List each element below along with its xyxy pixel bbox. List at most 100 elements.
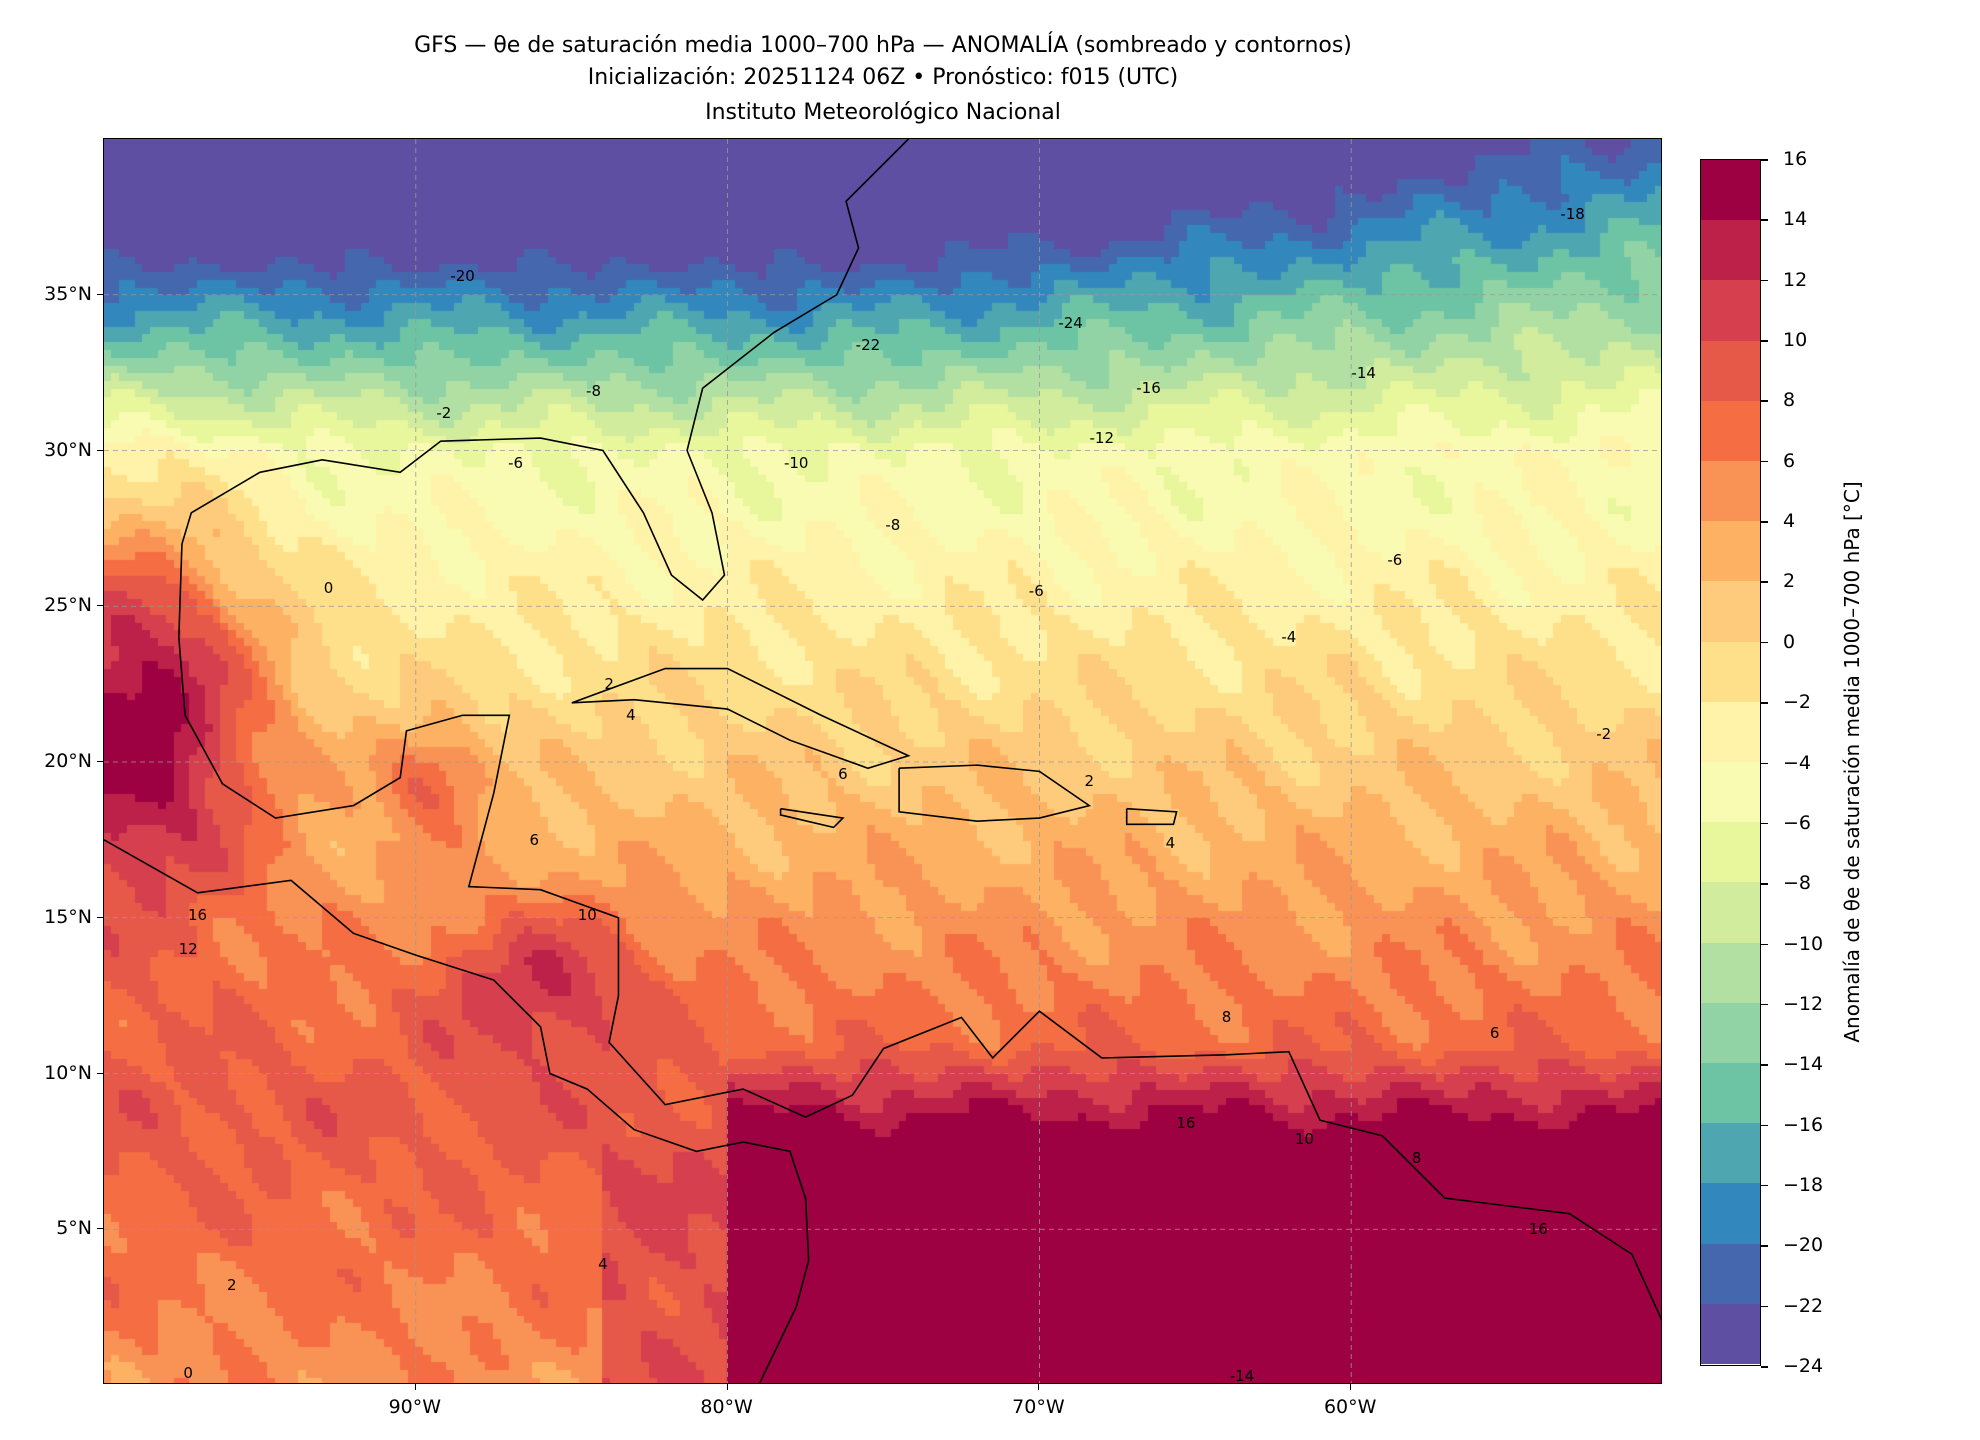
map-overlay [104,139,1661,1383]
colorbar-tick [1761,702,1768,704]
colorbar-tick-label: 6 [1783,449,1796,472]
colorbar-tick-label: 14 [1783,208,1808,231]
contour-label: -22 [855,335,881,354]
colorbar-tick [1761,400,1768,402]
colorbar-segment [1701,641,1760,703]
contour-label: 6 [838,765,848,784]
contour-label: -14 [1351,363,1376,382]
colorbar-tick-label: −12 [1783,992,1824,1015]
lon-tick-label: 60°W [1323,1396,1377,1418]
colorbar-segment [1701,220,1760,281]
colorbar-tick-label: −4 [1783,751,1812,774]
lat-tick-label: 10°N [44,1061,92,1084]
coastline [571,667,911,770]
colorbar-tick-label: 16 [1783,148,1808,170]
contour-label: -24 [1058,313,1083,332]
anomaly-shading [104,139,1661,1383]
colorbar-tick-label: −18 [1783,1173,1824,1196]
contour-label: -6 [1028,581,1044,600]
contour-label: 6 [529,830,540,849]
lat-tick-label: 25°N [44,594,92,617]
colorbar-tick [1761,1366,1768,1368]
contour-label: 0 [323,578,334,597]
colorbar-tick [1761,460,1768,463]
contour-label: 4 [598,1254,608,1273]
contour-label: 16 [1528,1220,1548,1239]
colorbar-tick-label: −20 [1783,1234,1824,1257]
colorbar-tick [1761,340,1768,342]
coastline [1125,807,1178,826]
colorbar-segment [1701,942,1760,1004]
contour-label: 4 [626,706,636,725]
colorbar-segment [1701,1002,1760,1064]
colorbar-tick [1761,641,1768,644]
contour-label: -12 [1089,429,1115,448]
lat-tick-label: 15°N [44,905,92,928]
colorbar-tick-label: −2 [1783,691,1812,714]
contour-label: -10 [783,453,809,472]
contour-label: -14 [1229,1366,1255,1384]
colorbar-segment [1701,1303,1760,1365]
contour-label: -20 [450,267,475,286]
colorbar-tick-label: −16 [1783,1113,1824,1136]
contour-label: -8 [586,382,601,401]
coastline [178,543,1661,1321]
colorbar-tick [1761,279,1768,282]
colorbar-tick-label: −22 [1783,1294,1824,1317]
colorbar-tick-label: −6 [1783,811,1812,834]
colorbar-segment [1701,882,1760,944]
lat-tick-label: 30°N [44,438,92,461]
colorbar-tick [1761,1003,1768,1006]
colorbar-tick-label: −10 [1783,932,1824,955]
coastline [181,139,910,602]
colorbar-segment [1701,1183,1760,1245]
contour-label: 6 [1489,1024,1500,1042]
colorbar-segment [1701,581,1760,643]
lat-tick-label: 20°N [44,750,92,772]
colorbar-tick [1761,521,1768,523]
colorbar-tick-label: 12 [1783,268,1808,291]
colorbar-segment [1701,1063,1760,1124]
contour-label: -18 [1560,204,1585,223]
contour-label: -2 [1596,724,1612,743]
contour-label: -6 [508,453,524,472]
colorbar-tick-label: 2 [1783,570,1796,593]
colorbar-segment [1701,521,1760,582]
map-plot-area: -24 -22 -20 -18 -16 -14 -12 -10 -8 -8 -6 -6 -6 -4 -2 -2… [103,138,1662,1384]
lon-tick-label: 70°W [1012,1396,1065,1418]
coastline [779,807,845,829]
contour-label: 4 [1165,833,1176,852]
contour-label: 16 [1176,1114,1196,1133]
contour-label: 10 [577,905,597,924]
lat-tick [97,1228,103,1230]
colorbar [1700,159,1761,1366]
contour-label: 2 [604,675,614,694]
colorbar-segment [1701,762,1760,823]
figure-subtitle: Inicialización: 20251124 06Z • Pronóstic… [587,65,1179,90]
colorbar-label: Anomalía de θe de saturación media 1000–… [1840,481,1864,1043]
contour-label: -4 [1281,628,1297,647]
colorbar-tick [1761,219,1768,221]
colorbar-segment [1701,280,1760,342]
lon-tick [1038,1384,1040,1390]
contour-label: 8 [1411,1148,1422,1167]
lon-tick [414,1384,416,1390]
lat-tick [97,761,103,762]
colorbar-tick [1761,1245,1768,1247]
lat-tick [97,449,103,451]
figure-title: GFS — θe de saturación media 1000–700 hP… [414,33,1352,58]
colorbar-segment [1701,1123,1760,1184]
contour-label: -2 [436,404,452,423]
colorbar-tick [1761,1064,1768,1066]
lon-tick-label: 90°W [388,1396,442,1418]
lat-tick [97,605,103,607]
colorbar-tick-label: 10 [1783,329,1808,352]
colorbar-segment [1701,701,1760,763]
colorbar-tick [1761,1305,1768,1308]
colorbar-tick-label: 4 [1783,510,1796,533]
contour-label: -16 [1136,379,1161,398]
contour-label: -6 [1387,550,1403,569]
colorbar-tick [1761,822,1768,825]
contour-label: 12 [178,939,198,958]
colorbar-segment [1701,822,1760,883]
